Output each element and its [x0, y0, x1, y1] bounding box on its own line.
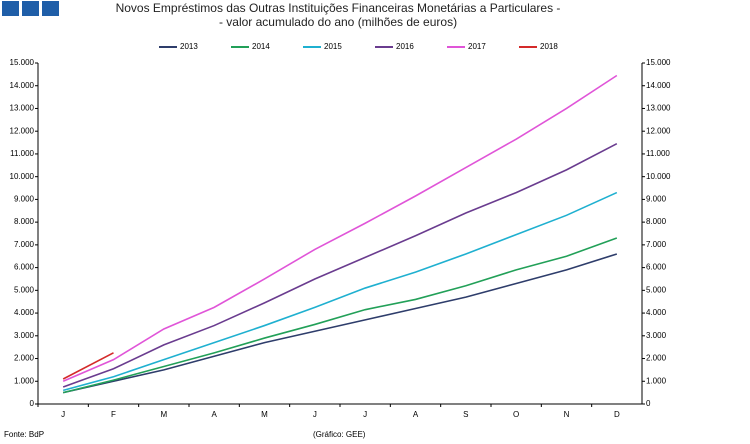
- series-line: [62, 352, 114, 380]
- chart-title: Novos Empréstimos das Outras Instituiçõe…: [116, 1, 561, 15]
- x-tick-label: A: [211, 410, 217, 419]
- y2-tick-label: 4.000: [646, 308, 667, 317]
- y2-tick-label: 1.000: [646, 376, 667, 385]
- y2-tick-label: 2.000: [646, 354, 667, 363]
- legend-label: 2018: [540, 42, 558, 51]
- y-tick-label: 12.000: [10, 126, 35, 135]
- y-tick-label: 4.000: [14, 308, 35, 317]
- x-tick-label: D: [614, 410, 620, 419]
- legend-label: 2014: [252, 42, 270, 51]
- y-tick-label: 11.000: [10, 149, 34, 158]
- x-tick-label: F: [111, 410, 116, 419]
- legend-label: 2013: [180, 42, 198, 51]
- series-line: [62, 74, 618, 383]
- y-tick-label: 0: [30, 399, 35, 408]
- y2-tick-label: 8.000: [646, 217, 667, 226]
- y-tick-label: 7.000: [14, 240, 35, 249]
- x-tick-label: J: [61, 410, 65, 419]
- x-tick-label: M: [160, 410, 167, 419]
- y-tick-label: 5.000: [14, 285, 35, 294]
- y-tick-label: 9.000: [14, 195, 35, 204]
- y-tick-label: 2.000: [14, 354, 35, 363]
- y-tick-label: 15.000: [10, 58, 35, 67]
- y-tick-label: 1.000: [14, 376, 35, 385]
- series-line: [62, 253, 618, 394]
- logo-block: [22, 1, 39, 16]
- legend-label: 2016: [396, 42, 414, 51]
- chart-subtitle: - valor acumulado do ano (milhões de eur…: [219, 15, 457, 29]
- y2-tick-label: 3.000: [646, 331, 667, 340]
- credit: (Gráfico: GEE): [313, 430, 366, 439]
- x-tick-label: O: [513, 410, 519, 419]
- x-tick-label: A: [413, 410, 419, 419]
- y2-tick-label: 13.000: [646, 104, 671, 113]
- source: Fonte: BdP: [4, 430, 44, 439]
- y2-tick-label: 6.000: [646, 263, 667, 272]
- y2-tick-label: 14.000: [646, 81, 671, 90]
- legend-label: 2015: [324, 42, 342, 51]
- y-tick-label: 8.000: [14, 217, 35, 226]
- y2-tick-label: 7.000: [646, 240, 667, 249]
- y-tick-label: 14.000: [10, 81, 35, 90]
- y-tick-label: 13.000: [10, 104, 35, 113]
- y2-tick-label: 11.000: [646, 149, 670, 158]
- series-line: [62, 142, 618, 388]
- x-tick-label: J: [363, 410, 367, 419]
- legend-label: 2017: [468, 42, 486, 51]
- x-tick-label: S: [463, 410, 468, 419]
- series-line: [62, 237, 618, 394]
- y2-tick-label: 12.000: [646, 126, 671, 135]
- y-tick-label: 6.000: [14, 263, 35, 272]
- x-tick-label: N: [564, 410, 570, 419]
- x-tick-label: J: [313, 410, 317, 419]
- y2-tick-label: 5.000: [646, 285, 667, 294]
- series-line: [62, 191, 618, 392]
- y-tick-label: 10.000: [10, 172, 35, 181]
- x-tick-label: M: [261, 410, 268, 419]
- y2-tick-label: 10.000: [646, 172, 671, 181]
- y2-tick-label: 15.000: [646, 58, 671, 67]
- y2-tick-label: 9.000: [646, 195, 667, 204]
- logo-block: [2, 1, 19, 16]
- y-tick-label: 3.000: [14, 331, 35, 340]
- logo-block: [42, 1, 59, 16]
- y2-tick-label: 0: [646, 399, 651, 408]
